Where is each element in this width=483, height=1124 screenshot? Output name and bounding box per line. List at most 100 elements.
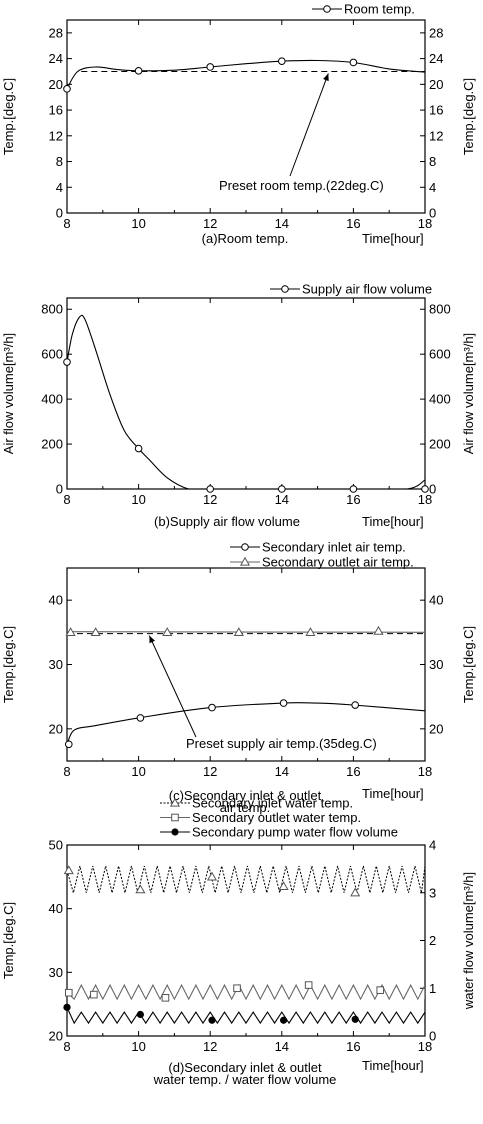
- panel-caption: water temp. / water flow volume: [153, 1072, 337, 1087]
- legend-swatch-marker: [169, 797, 181, 807]
- annotation-arrow-line: [148, 635, 197, 738]
- legend: Supply air flow volume: [270, 282, 432, 297]
- y-axis-label-right: water flow volume[m³/h]: [461, 872, 476, 1010]
- x-tick-label: 12: [203, 492, 217, 507]
- series-line: [67, 983, 425, 1001]
- y-tick-label-left: 12: [49, 128, 63, 143]
- annotation-label: Preset room temp.(22deg.C): [219, 178, 384, 193]
- series-secondary-pump-water-flow-volume: [67, 1007, 425, 1025]
- series-supply-air-flow-volume: [67, 314, 425, 489]
- y-axis-label-left: Air flow volume[m³/h]: [1, 333, 16, 454]
- y-tick-label-right: 4: [429, 838, 436, 853]
- legend-label: Secondary outlet water temp.: [192, 810, 361, 825]
- data-point: [64, 988, 73, 997]
- y-tick-label-right: 40: [429, 593, 443, 608]
- legend: Room temp.: [312, 2, 415, 17]
- data-point: [305, 627, 316, 636]
- y-axis-label-left: Temp.[deg.C]: [1, 626, 16, 703]
- data-point: [351, 701, 359, 709]
- series-line: [67, 865, 425, 895]
- data-point: [376, 986, 385, 994]
- plot-area: [67, 314, 425, 489]
- annotation-arrowhead: [323, 73, 329, 82]
- legend-label: Secondary inlet air temp.: [262, 540, 406, 555]
- y-tick-label-left: 24: [49, 51, 63, 66]
- series-secondary-inlet-water-temp-: [67, 865, 425, 895]
- x-tick-label: 8: [63, 764, 70, 779]
- series-secondary-outlet-water-temp-: [67, 983, 425, 1001]
- data-point: [279, 699, 288, 707]
- x-tick-label: 18: [418, 764, 432, 779]
- data-point: [65, 627, 76, 636]
- y-tick-label-left: 40: [49, 901, 63, 916]
- y-tick-label-left: 600: [41, 347, 63, 362]
- legend-label: Secondary outlet air temp.: [262, 555, 414, 570]
- panel-a-room-temp: 8 10 12 14 16 1804812162024280481216202428Tem…: [1, 2, 476, 247]
- y-tick-label-left: 4: [56, 180, 63, 195]
- x-tick-label: 10: [131, 764, 145, 779]
- y-tick-label-left: 50: [49, 838, 63, 853]
- data-point: [161, 994, 170, 1002]
- y-tick-label-right: 3: [429, 885, 436, 900]
- x-tick-label: 10: [131, 1039, 145, 1054]
- y-tick-label-left: 200: [41, 437, 63, 452]
- y-tick-label-left: 20: [49, 1029, 63, 1044]
- x-tick-label: 14: [275, 216, 289, 231]
- panel-caption: (d)Secondary inlet & outlet: [168, 1060, 322, 1075]
- annotation-arrowhead: [149, 635, 155, 644]
- y-axis-label-left: Temp.[deg.C]: [1, 902, 16, 979]
- legend-label: Room temp.: [344, 2, 415, 17]
- data-point: [136, 714, 145, 722]
- x-tick-label: 16: [346, 492, 360, 507]
- y-tick-label-right: 2: [429, 933, 436, 948]
- series-line: [67, 59, 425, 90]
- panel-caption: (c)Secondary inlet & outlet: [169, 788, 322, 803]
- data-point: [208, 1016, 216, 1024]
- x-tick-label: 12: [203, 1039, 217, 1054]
- legend-label: Secondary pump water flow volume: [192, 825, 398, 840]
- data-point: [63, 85, 71, 93]
- y-tick-label-right: 30: [429, 657, 443, 672]
- x-tick-label: 10: [131, 492, 145, 507]
- y-tick-label-right: 24: [429, 51, 443, 66]
- x-tick-label: 14: [275, 492, 289, 507]
- x-tick-label: 12: [203, 764, 217, 779]
- data-point: [206, 63, 214, 71]
- y-tick-label-right: 0: [429, 206, 436, 221]
- data-point: [134, 444, 143, 453]
- y-tick-label-right: 0: [429, 482, 436, 497]
- x-tick-label: 18: [418, 492, 432, 507]
- plot-frame: [66, 297, 426, 490]
- x-axis-label: Time[hour]: [362, 786, 424, 801]
- panel-caption: air temp.: [220, 800, 271, 815]
- data-point: [421, 485, 429, 493]
- panel-caption: (b)Supply air flow volume: [154, 514, 300, 529]
- data-point: [349, 485, 358, 493]
- data-point: [90, 627, 101, 636]
- y-tick-label-left: 30: [49, 965, 63, 980]
- legend-swatch-marker: [171, 828, 179, 836]
- y-tick-label-right: 1: [429, 981, 436, 996]
- y-tick-label-left: 400: [41, 392, 63, 407]
- data-point: [63, 865, 74, 875]
- x-tick-label: 14: [275, 1039, 289, 1054]
- x-tick-label: 14: [275, 764, 289, 779]
- y-tick-label-right: 12: [429, 128, 443, 143]
- x-tick-label: 10: [131, 216, 145, 231]
- data-point: [233, 627, 244, 636]
- legend-swatch-marker: [323, 5, 331, 13]
- legend-swatch-marker: [281, 285, 289, 293]
- data-point: [206, 871, 218, 881]
- data-point: [278, 57, 286, 65]
- data-point: [278, 881, 289, 891]
- plot-area: [67, 865, 425, 1025]
- series-secondary-outlet-air-temp-: [67, 631, 425, 633]
- y-tick-label-right: 28: [429, 25, 443, 40]
- plot-area: [67, 59, 425, 90]
- x-axis-label: Time[hour]: [362, 231, 424, 246]
- y-tick-label-left: 0: [56, 206, 63, 221]
- data-point: [63, 1003, 71, 1011]
- panel-b-supply-air-flow: 8 10 12 14 16 1802004006008000200400600800Air…: [1, 282, 476, 530]
